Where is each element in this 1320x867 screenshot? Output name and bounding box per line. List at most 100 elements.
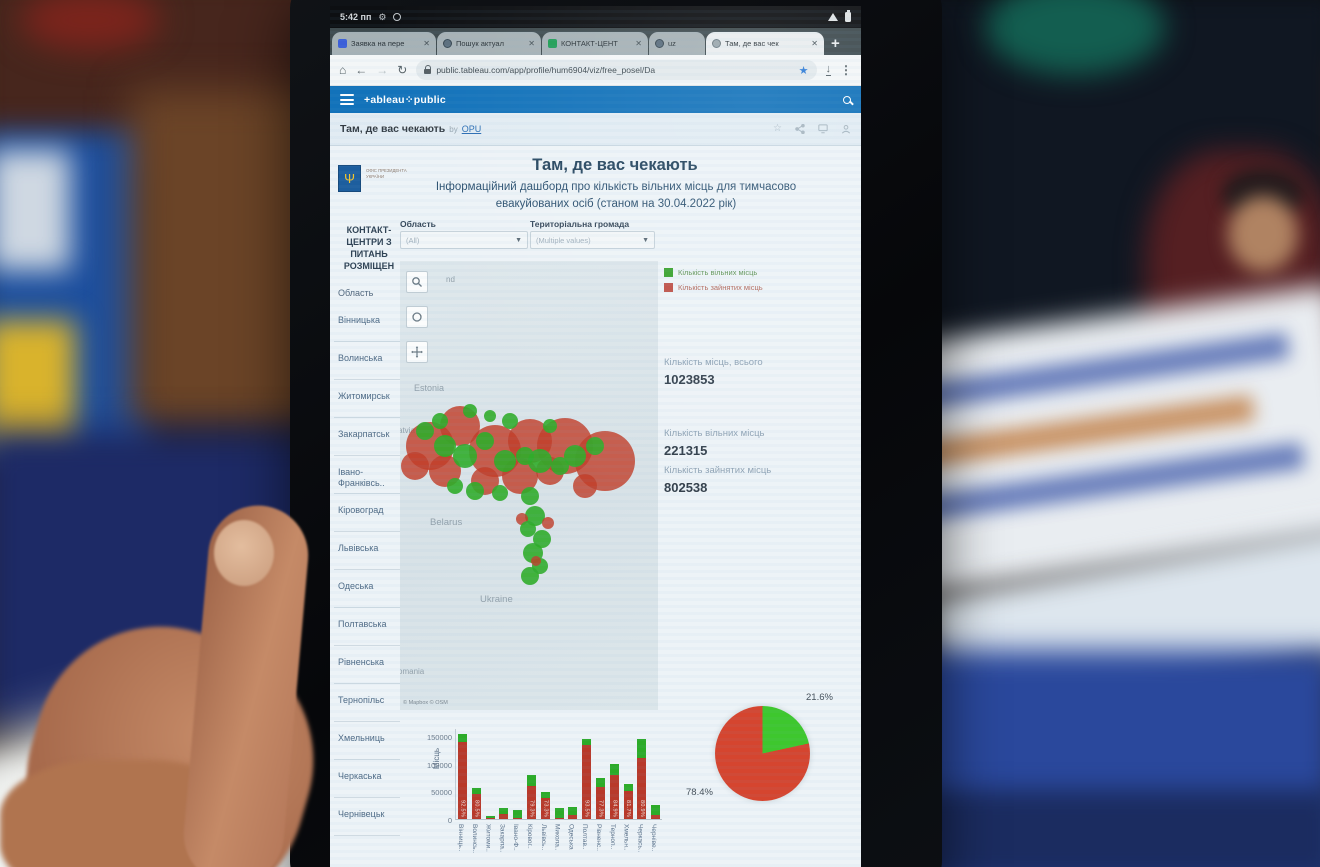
viz-author-link[interactable]: OPU — [461, 124, 482, 134]
x-axis-label: Полтав.. — [581, 824, 589, 850]
map-locate-button[interactable] — [406, 306, 428, 328]
home-icon[interactable]: ⌂ — [339, 63, 347, 77]
green-square-favicon-icon — [548, 39, 557, 48]
map-panel[interactable]: nd Estonia atvia Belarus Ukraine omania © Map… — [400, 261, 658, 710]
tablet-screen: 5:42 пп ⚙ Заявка на пере ✕ Пошук актуал ✕ КО… — [330, 6, 861, 867]
filter-value: (Multiple values) — [536, 235, 591, 245]
y-axis-tick: 100000 — [426, 760, 452, 770]
sidebar-item-oblast[interactable]: Житомирськ — [334, 380, 400, 418]
sidebar-item-oblast[interactable]: Рівненська — [334, 646, 400, 684]
map-bubble — [521, 567, 539, 585]
filter-dropdown[interactable]: (Multiple values) ▼ — [530, 231, 655, 249]
stacked-bar[interactable]: 92.5% — [458, 734, 467, 819]
sidebar-item-oblast[interactable]: Івано-Франківсь.. — [334, 456, 400, 494]
background-poster-highlight — [0, 150, 70, 270]
tab-title: Пошук актуал — [456, 39, 504, 48]
close-tab-icon[interactable]: ✕ — [423, 39, 430, 48]
reload-icon[interactable]: ↻ — [397, 63, 408, 77]
back-icon[interactable]: ← — [355, 63, 368, 77]
close-tab-icon[interactable]: ✕ — [635, 39, 642, 48]
battery-icon — [845, 10, 851, 22]
bar-percent-label: 80.5% — [473, 799, 480, 817]
bookmark-star-icon[interactable]: ★ — [798, 64, 809, 77]
favorite-icon[interactable]: ☆ — [773, 123, 782, 134]
map-country-label: omania — [400, 667, 425, 676]
map-pan-button[interactable] — [406, 341, 428, 363]
y-axis-tick: 0 — [447, 816, 452, 825]
free-segment — [596, 777, 605, 787]
close-tab-icon[interactable]: ✕ — [528, 39, 535, 48]
stacked-bar[interactable]: 81.7% — [623, 784, 633, 819]
stacked-bar[interactable]: 80.9% — [637, 738, 647, 819]
tableau-logo[interactable]: +ableau⁘public — [364, 93, 446, 106]
browser-tab-5[interactable]: Там, де вас чек ✕ — [706, 32, 824, 55]
url-bar[interactable]: public.tableau.com/app/profile/hum6904/v… — [416, 60, 817, 80]
hamburger-icon[interactable] — [340, 94, 354, 105]
sidebar-item-oblast[interactable]: Чернівецьк — [334, 798, 400, 836]
occupied-segment — [554, 818, 564, 819]
viz-title: Там, де вас чекають — [340, 123, 446, 135]
forward-icon[interactable]: → — [376, 63, 389, 77]
new-tab-button[interactable]: + — [831, 35, 840, 52]
sidebar-item-oblast[interactable]: Вінницька — [334, 304, 400, 342]
url-text[interactable]: public.tableau.com/app/profile/hum6904/v… — [436, 65, 656, 75]
profile-icon[interactable] — [841, 124, 851, 134]
legend-swatch — [664, 268, 673, 277]
download-viz-icon[interactable] — [818, 124, 828, 134]
y-axis-tick: 50000 — [431, 788, 452, 798]
map-bubble — [573, 474, 597, 498]
stacked-bar[interactable] — [568, 806, 578, 819]
browser-tab-4[interactable]: uz — [649, 32, 705, 55]
sidebar-item-oblast[interactable]: Черкаська — [334, 760, 400, 798]
map-bubble — [463, 404, 477, 418]
stacked-bar[interactable] — [554, 807, 564, 819]
stacked-bar[interactable]: 79.3% — [527, 774, 536, 819]
map-bubble — [543, 419, 557, 433]
stacked-bar[interactable] — [499, 807, 509, 819]
download-icon[interactable]: ↓ — [825, 63, 831, 76]
sidebar-item-oblast[interactable]: Кіровоград — [334, 494, 400, 532]
bar-chart[interactable]: 92.5% 80.5% 79.3% 73.3% 93.5% 77.3% 84.9% 81.7%… — [455, 729, 662, 820]
browser-tab-1[interactable]: Заявка на пере ✕ — [332, 32, 436, 55]
browser-tab-3[interactable]: КОНТАКТ-ЦЕНТ ✕ — [542, 32, 648, 55]
stacked-bar[interactable]: 80.5% — [471, 788, 481, 819]
x-axis-label: Закарпа.. — [498, 824, 506, 853]
sidebar-item-oblast[interactable]: Львівська — [334, 532, 400, 570]
legend-label: Кількість вільних місць — [678, 268, 758, 277]
wifi-icon — [828, 13, 838, 21]
sidebar-item-oblast[interactable]: Полтавська — [334, 608, 400, 646]
pie-label-free: 21.6% — [806, 692, 833, 703]
globe-favicon-icon — [443, 39, 452, 48]
legend-row: Кількість вільних місць — [664, 268, 757, 277]
stacked-bar[interactable]: 77.3% — [596, 777, 605, 819]
stacked-bar[interactable]: 84.9% — [609, 763, 619, 819]
sidebar-item-oblast[interactable]: Волинська — [334, 342, 400, 380]
map-search-button[interactable] — [406, 271, 428, 293]
map-country-label: Ukraine — [480, 594, 513, 605]
menu-icon[interactable]: ⋮ — [840, 63, 852, 77]
occupied-segment — [651, 814, 661, 819]
stacked-bar[interactable]: 73.3% — [540, 792, 550, 819]
free-segment — [527, 774, 536, 786]
pie-chart[interactable] — [715, 706, 810, 801]
stat-label: Кількість вільних місць — [664, 428, 765, 439]
chevron-down-icon: ▼ — [515, 236, 522, 244]
sidebar-item-oblast[interactable]: Хмельниць — [334, 722, 400, 760]
stacked-bar[interactable]: 93.5% — [582, 738, 592, 819]
x-axis-label: Кіровог.. — [526, 824, 533, 849]
sidebar-item-oblast[interactable]: Закарпатськ — [334, 418, 400, 456]
browser-tab-2[interactable]: Пошук актуал ✕ — [437, 32, 541, 55]
free-segment — [485, 816, 495, 819]
tab-title: Заявка на пере — [351, 39, 405, 48]
occupied-segment: 73.3% — [540, 797, 550, 819]
close-tab-icon[interactable]: ✕ — [811, 39, 818, 48]
sidebar-item-oblast[interactable]: Тернопільс — [334, 684, 400, 722]
stacked-bar[interactable] — [513, 809, 523, 819]
filter-dropdown[interactable]: (All) ▼ — [400, 231, 528, 249]
map-attribution[interactable]: © Mapbox © OSM — [403, 700, 448, 706]
search-icon[interactable] — [843, 95, 851, 104]
share-icon[interactable] — [795, 124, 805, 134]
stacked-bar[interactable] — [485, 816, 495, 819]
sidebar-item-oblast[interactable]: Одеська — [334, 570, 400, 608]
stacked-bar[interactable] — [651, 805, 661, 819]
